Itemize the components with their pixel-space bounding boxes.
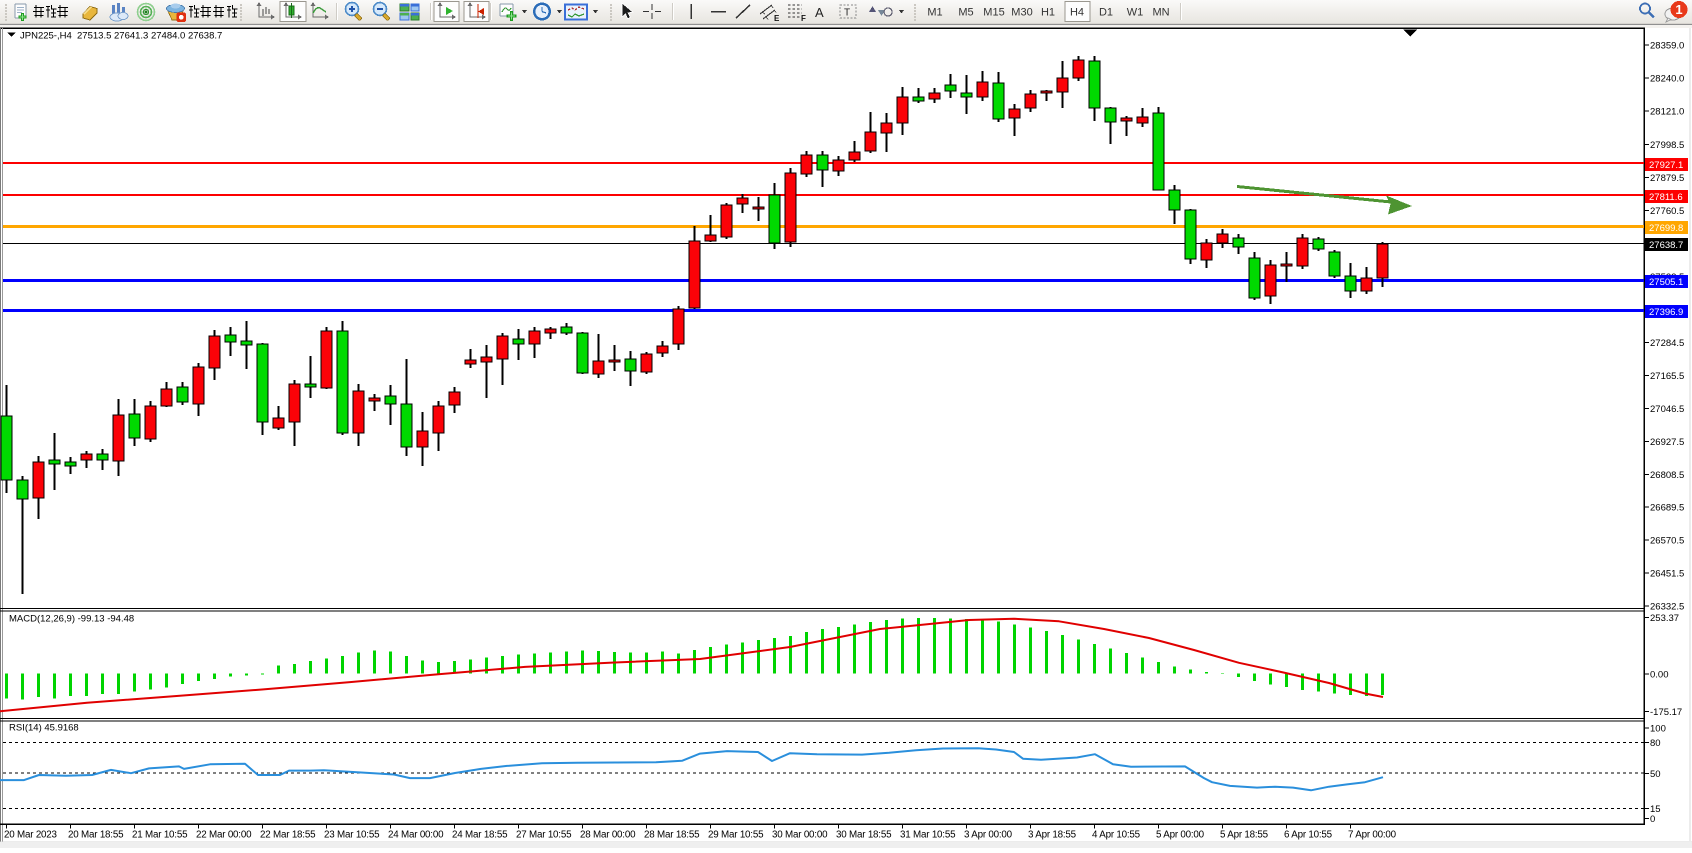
svg-text:26451.5: 26451.5 [1650, 569, 1684, 580]
svg-text:21 Mar 10:55: 21 Mar 10:55 [132, 830, 188, 841]
svg-text:27760.5: 27760.5 [1650, 206, 1684, 217]
svg-text:20 Mar 2023: 20 Mar 2023 [4, 830, 58, 841]
svg-text:1: 1 [1675, 2, 1682, 17]
svg-text:27699.8: 27699.8 [1649, 223, 1683, 234]
svg-text:28121.0: 28121.0 [1650, 106, 1684, 117]
svg-text:26927.5: 26927.5 [1650, 437, 1684, 448]
svg-text:253.37: 253.37 [1650, 613, 1679, 624]
svg-text:28 Mar 18:55: 28 Mar 18:55 [644, 830, 700, 841]
svg-text:27505.1: 27505.1 [1649, 277, 1683, 288]
svg-text:27046.5: 27046.5 [1650, 404, 1684, 415]
svg-text:T: T [844, 8, 850, 19]
svg-text:27165.5: 27165.5 [1650, 371, 1684, 382]
svg-text:24 Mar 00:00: 24 Mar 00:00 [388, 830, 444, 841]
svg-text:MN: MN [1152, 7, 1169, 19]
svg-text:27638.7: 27638.7 [1649, 240, 1683, 251]
svg-text:30 Mar 00:00: 30 Mar 00:00 [772, 830, 828, 841]
svg-text:M5: M5 [958, 7, 973, 19]
svg-text:100: 100 [1650, 724, 1666, 735]
svg-text:6 Apr 10:55: 6 Apr 10:55 [1284, 830, 1333, 841]
svg-text:0.00: 0.00 [1650, 670, 1669, 681]
svg-text:H4: H4 [1070, 7, 1084, 19]
svg-text:30 Mar 18:55: 30 Mar 18:55 [836, 830, 892, 841]
svg-text:28 Mar 00:00: 28 Mar 00:00 [580, 830, 636, 841]
svg-text:27396.9: 27396.9 [1649, 307, 1683, 318]
svg-text:27811.6: 27811.6 [1649, 192, 1683, 203]
svg-text:26570.5: 26570.5 [1650, 536, 1684, 547]
svg-text:H1: H1 [1041, 7, 1055, 19]
svg-text:27 Mar 10:55: 27 Mar 10:55 [516, 830, 572, 841]
svg-text:28359.0: 28359.0 [1650, 40, 1684, 51]
svg-text:E: E [774, 14, 780, 23]
svg-text:5 Apr 18:55: 5 Apr 18:55 [1220, 830, 1269, 841]
svg-text:27998.5: 27998.5 [1650, 140, 1684, 151]
svg-text:3 Apr 18:55: 3 Apr 18:55 [1028, 830, 1077, 841]
svg-text:4 Apr 10:55: 4 Apr 10:55 [1092, 830, 1141, 841]
svg-text:-175.17: -175.17 [1650, 707, 1682, 718]
svg-text:7 Apr 00:00: 7 Apr 00:00 [1348, 830, 1397, 841]
svg-text:27284.5: 27284.5 [1650, 338, 1684, 349]
svg-text:M15: M15 [983, 7, 1004, 19]
svg-text:22 Mar 18:55: 22 Mar 18:55 [260, 830, 316, 841]
svg-text:20 Mar 18:55: 20 Mar 18:55 [68, 830, 124, 841]
svg-text:27879.5: 27879.5 [1650, 173, 1684, 184]
svg-text:3 Apr 00:00: 3 Apr 00:00 [964, 830, 1013, 841]
svg-text:A: A [815, 5, 824, 20]
svg-text:M1: M1 [927, 7, 942, 19]
svg-text:50: 50 [1650, 769, 1661, 780]
svg-text:23 Mar 10:55: 23 Mar 10:55 [324, 830, 380, 841]
svg-text:MACD(12,26,9) -99.13 -94.48: MACD(12,26,9) -99.13 -94.48 [9, 614, 134, 625]
svg-text:26808.5: 26808.5 [1650, 470, 1684, 481]
svg-text:0: 0 [1650, 814, 1655, 825]
svg-text:26689.5: 26689.5 [1650, 503, 1684, 514]
svg-text:22 Mar 00:00: 22 Mar 00:00 [196, 830, 252, 841]
svg-text:D1: D1 [1099, 7, 1113, 19]
svg-text:5 Apr 00:00: 5 Apr 00:00 [1156, 830, 1205, 841]
svg-text:29 Mar 10:55: 29 Mar 10:55 [708, 830, 764, 841]
svg-text:JPN225-,H4 27513.5 27641.3 27: JPN225-,H4 27513.5 27641.3 27484.0 27638… [20, 31, 222, 42]
svg-text:F: F [801, 14, 806, 23]
svg-text:M30: M30 [1011, 7, 1032, 19]
svg-text:28240.0: 28240.0 [1650, 73, 1684, 84]
svg-text:W1: W1 [1127, 7, 1144, 19]
svg-text:26332.5: 26332.5 [1650, 602, 1684, 613]
svg-text:80: 80 [1650, 738, 1661, 749]
svg-text:27927.1: 27927.1 [1649, 160, 1683, 171]
svg-text:RSI(14) 45.9168: RSI(14) 45.9168 [9, 723, 79, 734]
svg-text:31 Mar 10:55: 31 Mar 10:55 [900, 830, 956, 841]
svg-text:24 Mar 18:55: 24 Mar 18:55 [452, 830, 508, 841]
